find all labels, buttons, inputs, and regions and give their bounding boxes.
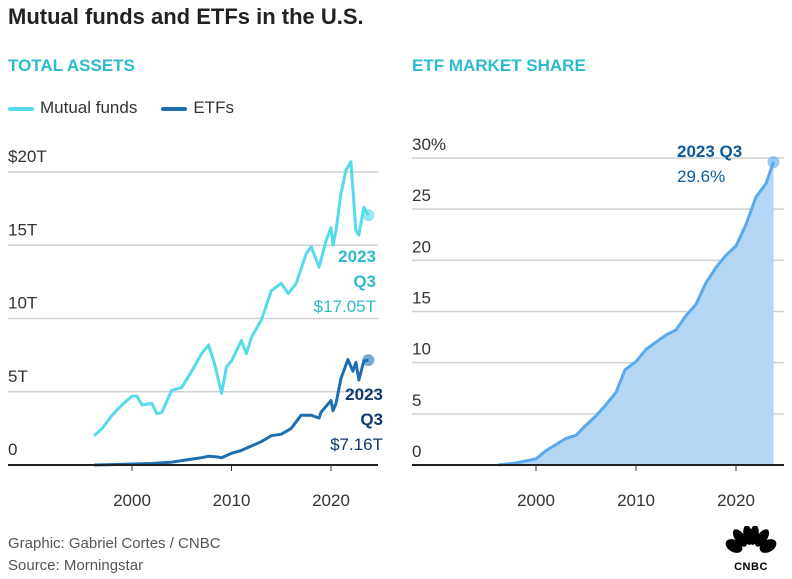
endpoint-marker — [767, 156, 780, 169]
endpoint-marker — [362, 209, 375, 222]
share-annotation-value: 29.6% — [677, 167, 725, 186]
x-tick-label: 2020 — [717, 491, 755, 510]
footer-source: Source: Morningstar — [8, 557, 144, 574]
mutual-funds-annotation-quarter: Q3 — [353, 272, 376, 291]
cnbc-logo: CNBC — [722, 525, 780, 573]
x-tick-label: 2000 — [517, 491, 555, 510]
y-tick-label: 0 — [8, 440, 17, 459]
y-tick-label: 25 — [412, 186, 431, 205]
x-tick-label: 2010 — [617, 491, 655, 510]
figure-title: Mutual funds and ETFs in the U.S. — [8, 4, 364, 29]
right-chart-title: ETF MARKET SHARE — [412, 56, 586, 75]
mutual-funds-annotation-period: 2023 — [338, 247, 376, 266]
y-tick-label: 0 — [412, 442, 421, 461]
x-tick-label: 2020 — [312, 491, 350, 510]
legend-label: Mutual funds — [40, 98, 138, 117]
peacock-icon — [725, 525, 777, 553]
left-chart-title: TOTAL ASSETS — [8, 56, 135, 75]
legend-item-etfs: ETFs — [161, 98, 234, 118]
legend-swatch-mutual-funds — [8, 106, 34, 111]
etfs-annotation-value: $7.16T — [330, 435, 383, 454]
y-tick-label: 30% — [412, 135, 446, 154]
etfs-annotation-quarter: Q3 — [360, 410, 383, 429]
x-tick-label: 2000 — [113, 491, 151, 510]
endpoint-marker — [362, 354, 375, 367]
legend: Mutual funds ETFs — [8, 98, 234, 118]
footer-graphic-credit: Graphic: Gabriel Cortes / CNBC — [8, 535, 221, 552]
logo-text: CNBC — [734, 561, 768, 573]
y-tick-label: 15 — [412, 289, 431, 308]
legend-label: ETFs — [193, 98, 234, 117]
share-annotation-label: 2023 Q3 — [677, 142, 742, 161]
area-fill — [498, 162, 774, 465]
y-tick-label: 15T — [8, 220, 37, 239]
series-line-etf-share — [497, 161, 775, 467]
series-line-mutual-funds — [93, 160, 370, 437]
legend-swatch-etfs — [161, 106, 188, 111]
y-tick-label: 5T — [8, 367, 28, 386]
y-tick-label: $20T — [8, 147, 47, 166]
series-line-etfs — [94, 358, 369, 467]
y-tick-label: 10 — [412, 340, 431, 359]
etfs-annotation-period: 2023 — [345, 385, 383, 404]
y-tick-label: 10T — [8, 294, 37, 313]
legend-item-mutual-funds: Mutual funds — [8, 98, 137, 118]
x-tick-label: 2010 — [213, 491, 251, 510]
mutual-funds-annotation-value: $17.05T — [314, 297, 376, 316]
y-tick-label: 5 — [412, 391, 421, 410]
y-tick-label: 20 — [412, 237, 431, 256]
